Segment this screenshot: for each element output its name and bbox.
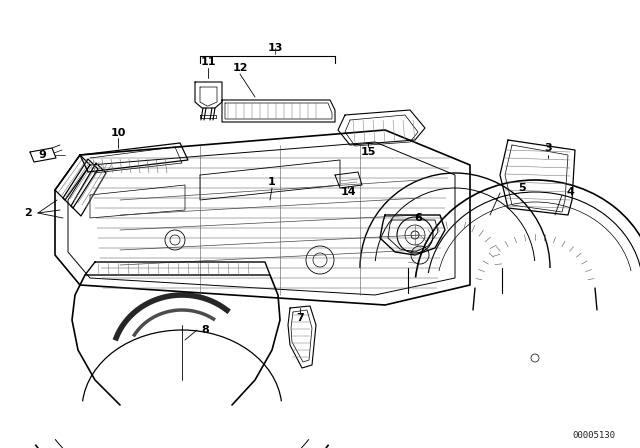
Text: 2: 2 xyxy=(24,208,32,218)
Text: 00005130: 00005130 xyxy=(572,431,615,440)
Text: 14: 14 xyxy=(340,187,356,197)
Text: 8: 8 xyxy=(201,325,209,335)
Text: 7: 7 xyxy=(296,313,304,323)
Text: 9: 9 xyxy=(38,150,46,160)
Text: 1: 1 xyxy=(268,177,276,187)
Text: 12: 12 xyxy=(232,63,248,73)
Text: 4: 4 xyxy=(566,187,574,197)
Text: 10: 10 xyxy=(110,128,125,138)
Text: 6: 6 xyxy=(414,213,422,223)
Text: 5: 5 xyxy=(518,183,526,193)
Text: 11: 11 xyxy=(200,57,216,67)
Text: 15: 15 xyxy=(360,147,376,157)
Text: 3: 3 xyxy=(544,143,552,153)
Text: 13: 13 xyxy=(268,43,283,53)
